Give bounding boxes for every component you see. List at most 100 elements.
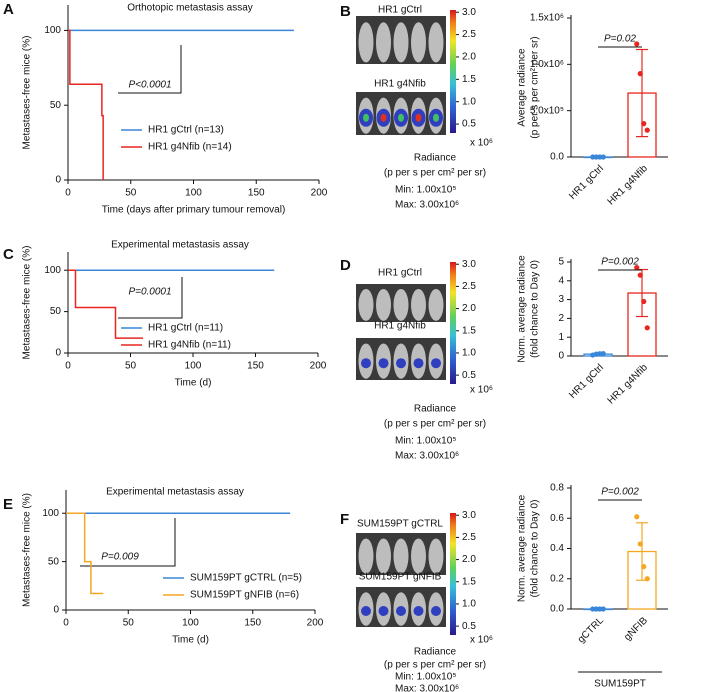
y-tick-label: 3 (558, 294, 564, 305)
chart-title: Experimental metastasis assay (111, 240, 249, 251)
y-axis-label: Average radiance (517, 48, 528, 127)
legend-label: HR1 g4Nfib (n=14) (148, 142, 232, 153)
x-tick-label: 200 (311, 188, 328, 199)
data-point (600, 154, 606, 160)
signal (361, 358, 371, 369)
data-point (634, 514, 640, 520)
data-point (644, 127, 650, 133)
mouse (411, 22, 426, 63)
colorbar-label: 1.5 (462, 74, 476, 85)
p-bracket (118, 277, 183, 319)
x-axis-label: Time (d) (172, 635, 209, 646)
p-value: P=0.002 (601, 487, 639, 498)
signal-core (380, 113, 387, 122)
x-tick-label: 200 (307, 618, 324, 629)
signal-core (415, 113, 422, 122)
signal (431, 606, 441, 616)
colorbar-label: 1.0 (462, 348, 476, 359)
p-value: P<0.0001 (128, 80, 171, 91)
signal (396, 358, 406, 369)
mouse (428, 22, 444, 63)
x-tick-label: HR1 g4Nfib (606, 362, 651, 407)
legend-label: HR1 g4Nfib (n=11) (148, 340, 231, 351)
panel-letter: E (3, 496, 13, 513)
y-axis-label: (p per s per cm² per sr) (530, 36, 541, 138)
group-label: SUM159PT (594, 679, 646, 690)
data-point (634, 41, 640, 47)
y-axis-label: (fold chance to Day 0) (530, 500, 541, 598)
colorbar-label: 2.0 (462, 52, 476, 63)
y-tick-label: 5 (558, 257, 564, 268)
image-label: SUM159PT gCTRL (357, 519, 443, 530)
colorbar-label: 1.0 (462, 96, 476, 107)
colorbar-label: 3.0 (462, 7, 476, 18)
colorbar-label: 2.5 (462, 532, 476, 543)
mouse (411, 288, 426, 321)
colorbar-multiplier: x 10⁶ (470, 385, 493, 396)
signal (413, 358, 424, 369)
image-label: HR1 g4Nfib (374, 79, 426, 90)
mouse (393, 288, 409, 321)
data-point (637, 541, 643, 547)
x-tick-label: HR1 g4Nfib (606, 163, 651, 208)
x-tick-label: gCTRL (576, 615, 606, 645)
y-tick-label: 2 (558, 313, 564, 324)
y-tick-label: 100 (42, 508, 59, 519)
y-axis-label: Norm. average radiance (517, 494, 528, 602)
y-tick-label: 0 (53, 605, 59, 616)
y-tick-label: 0.0 (550, 604, 564, 615)
survival-line (68, 29, 104, 180)
legend-label: HR1 gCtrl (n=13) (148, 125, 224, 136)
colorbar-label: 2.0 (462, 303, 476, 314)
mouse (393, 22, 409, 63)
y-tick-label: 0.4 (550, 543, 564, 554)
colorbar-label: 0.5 (462, 621, 476, 632)
colorbar-label: 0.5 (462, 370, 476, 381)
colorbar-label: 1.5 (462, 576, 476, 587)
data-point (600, 606, 606, 612)
signal-core (363, 113, 369, 122)
radiance-text: (p per s per cm² per sr) (384, 419, 486, 430)
data-point (641, 121, 647, 127)
data-point (641, 298, 647, 305)
y-tick-label: 0.0 (550, 152, 564, 163)
y-tick-label: 0.8 (550, 483, 564, 494)
mouse (411, 538, 426, 574)
colorbar (450, 513, 456, 635)
signal (431, 358, 441, 369)
p-value: P=0.009 (101, 552, 139, 563)
panel-letter: D (340, 257, 351, 274)
x-tick-label: 150 (248, 188, 265, 199)
radiance-text: (p per s per cm² per sr) (384, 660, 486, 671)
signal (361, 606, 371, 616)
radiance-text: Max: 3.00x10⁶ (395, 200, 459, 211)
signal-core (398, 113, 404, 122)
y-tick-label: 100 (44, 265, 61, 276)
y-tick-label: 1.0x10⁶ (530, 59, 564, 70)
x-tick-label: 150 (244, 618, 261, 629)
data-point (634, 265, 640, 271)
x-tick-label: 150 (247, 361, 264, 372)
signal (396, 606, 406, 616)
x-tick-label: 100 (185, 361, 202, 372)
x-tick-label: 0 (65, 361, 71, 372)
legend-label: SUM159PT gNFIB (n=6) (190, 590, 299, 601)
y-tick-label: 100 (44, 25, 61, 36)
data-point (644, 325, 650, 331)
p-value: P=0.02 (604, 34, 636, 45)
data-point (600, 350, 606, 357)
mouse (428, 288, 444, 321)
p-value: P=0.002 (601, 257, 639, 268)
radiance-text: Min: 1.00x10⁵ (395, 436, 456, 447)
y-tick-label: 0 (55, 175, 61, 186)
data-point (641, 564, 647, 570)
y-axis-label: (fold chance to Day 0) (530, 260, 541, 358)
colorbar-label: 2.5 (462, 29, 476, 40)
panel-letter: B (340, 3, 351, 20)
survival-line (68, 269, 143, 339)
mouse (376, 288, 391, 321)
mouse (358, 22, 374, 63)
image-label: SUM159PT gNFIB (359, 572, 442, 583)
image-label: HR1 gCtrl (378, 268, 422, 279)
